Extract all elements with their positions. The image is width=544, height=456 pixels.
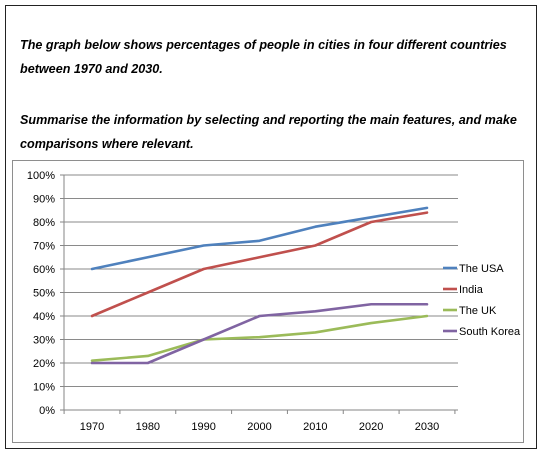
- y-tick-label: 60%: [33, 264, 55, 276]
- x-tick-label: 1990: [191, 421, 215, 433]
- y-tick-label: 70%: [33, 241, 55, 253]
- task-prompt: The graph below shows percentages of peo…: [20, 38, 507, 76]
- y-tick-label: 100%: [27, 170, 55, 182]
- series-line: [90, 206, 429, 271]
- x-tick-label: 2000: [247, 421, 271, 433]
- x-tick-label: 2020: [359, 421, 383, 433]
- x-tick-label: 1980: [136, 421, 160, 433]
- legend-label: The UK: [459, 305, 497, 317]
- y-tick-label: 50%: [33, 288, 55, 300]
- legend-label: India: [459, 284, 484, 296]
- legend-label: South Korea: [459, 326, 521, 338]
- y-tick-label: 30%: [33, 335, 55, 347]
- series-line: [90, 314, 429, 362]
- task-frame: [5, 5, 537, 449]
- chart-svg: 0% 10% 20% 30% 40% 50% 60% 70% 80% 90% 100% 1970 198…: [27, 170, 521, 433]
- legend-label: The USA: [459, 263, 504, 275]
- y-tick-label: 90%: [33, 194, 55, 206]
- x-tick-label: 2010: [303, 421, 327, 433]
- y-tick-label: 0%: [39, 405, 55, 417]
- x-tick-label: 1970: [80, 421, 104, 433]
- x-tick-label: 2030: [415, 421, 439, 433]
- y-tick-label: 80%: [33, 217, 55, 229]
- series-line: [90, 211, 429, 318]
- line-chart: 0% 10% 20% 30% 40% 50% 60% 70% 80% 90% 100% 1970 198…: [12, 160, 524, 443]
- series-line: [90, 302, 429, 365]
- task-instruction: Summarise the information by selecting a…: [20, 113, 517, 151]
- y-tick-label: 10%: [33, 382, 55, 394]
- y-tick-label: 40%: [33, 311, 55, 323]
- y-tick-label: 20%: [33, 358, 55, 370]
